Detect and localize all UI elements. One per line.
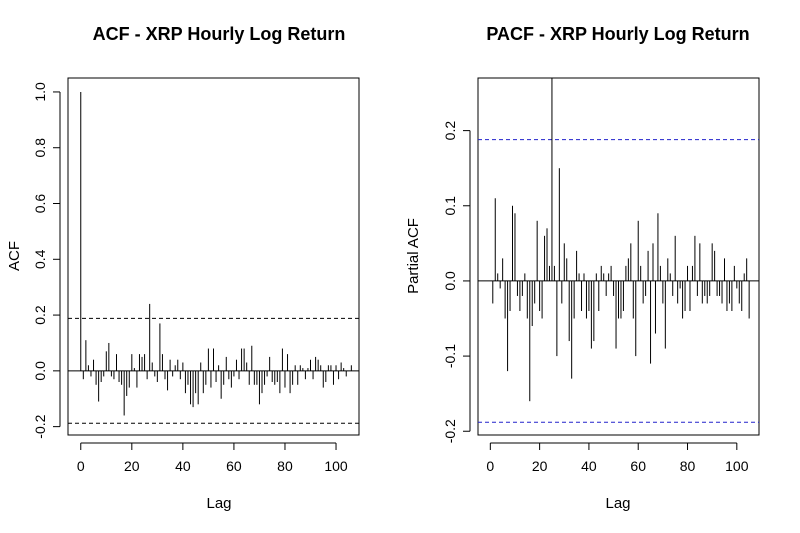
pacf-x-tick-label: 20 — [532, 458, 548, 474]
acf-y-tick-label: 0.8 — [32, 138, 48, 158]
pacf-x-tick-label: 60 — [630, 458, 646, 474]
pacf-x-tick-label: 80 — [680, 458, 696, 474]
acf-panel: ACF - XRP Hourly Log Return Lag ACF 0 20 4… — [6, 24, 360, 512]
acf-y-tick-label: -0.2 — [32, 414, 48, 438]
acf-title: ACF - XRP Hourly Log Return — [93, 24, 346, 44]
pacf-y-tick-label: -0.2 — [442, 419, 458, 443]
acf-y-axis-label: ACF — [6, 241, 23, 271]
acf-y-tick-label: 0.6 — [32, 194, 48, 214]
pacf-x-tick-label: 100 — [725, 458, 749, 474]
acf-marks: 0 20 40 60 80 100 -0.2 0.0 0.2 0.4 0.6 0.8 1.0 — [32, 82, 359, 474]
pacf-y-tick-label: 0.0 — [442, 271, 458, 291]
acf-x-tick-label: 20 — [124, 458, 140, 474]
pacf-x-tick-label: 40 — [581, 458, 597, 474]
acf-x-tick-label: 0 — [77, 458, 85, 474]
acf-x-tick-label: 80 — [277, 458, 293, 474]
pacf-plot-box — [477, 77, 760, 436]
acf-x-tick-label: 100 — [324, 458, 348, 474]
acf-plot-box — [67, 77, 360, 436]
pacf-y-tick-label: 0.1 — [442, 196, 458, 216]
acf-x-tick-label: 60 — [226, 458, 242, 474]
acf-x-axis-label: Lag — [206, 495, 231, 512]
pacf-y-axis-label: Partial ACF — [405, 218, 422, 294]
pacf-x-tick-label: 0 — [486, 458, 494, 474]
pacf-y-tick-label: 0.2 — [442, 121, 458, 141]
acf-y-tick-label: 0.4 — [32, 249, 48, 269]
pacf-title: PACF - XRP Hourly Log Return — [486, 24, 749, 44]
acf-y-tick-label: 0.2 — [32, 305, 48, 325]
pacf-x-axis-label: Lag — [605, 495, 630, 512]
acf-y-tick-label: 1.0 — [32, 82, 48, 102]
pacf-panel: PACF - XRP Hourly Log Return Lag Partial… — [405, 24, 760, 512]
pacf-y-tick-label: -0.1 — [442, 344, 458, 368]
acf-x-tick-label: 40 — [175, 458, 191, 474]
acf-y-tick-label: 0.0 — [32, 361, 48, 381]
pacf-marks: 0 20 40 60 80 100 -0.2 -0.1 0.0 0.1 0.2 — [442, 78, 759, 474]
